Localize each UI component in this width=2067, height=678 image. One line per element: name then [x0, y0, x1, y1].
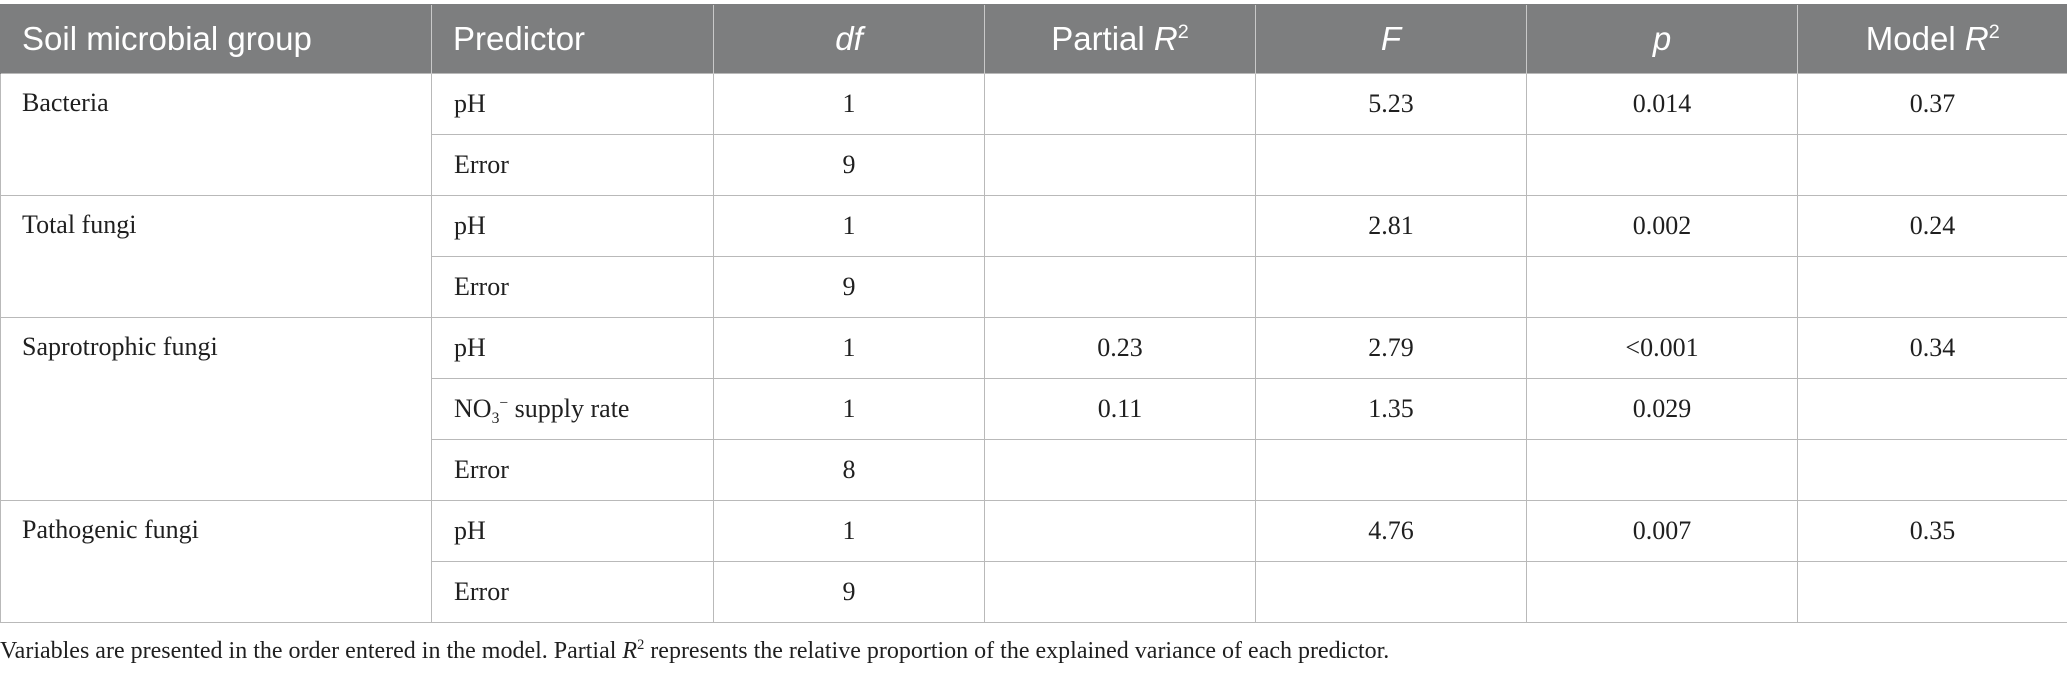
header-partial-r2-var: R	[1153, 20, 1178, 57]
nitrate-base: NO	[454, 394, 492, 423]
model-r2-cell	[1797, 439, 2067, 501]
p-cell: 0.007	[1526, 500, 1798, 562]
table-row: NO3− supply rate 1 0.11 1.35 0.029	[1, 378, 2067, 440]
partial-r2-cell	[984, 195, 1256, 257]
header-model-r2-var: R	[1964, 20, 1989, 57]
footnote-var: R	[622, 638, 638, 664]
group-cell-saprotrophic-fungi: Saprotrophic fungi	[0, 317, 432, 501]
header-df: df	[713, 4, 985, 74]
partial-r2-cell	[984, 256, 1256, 318]
partial-r2-cell	[984, 439, 1256, 501]
table-row: Total fungi pH 1 2.81 0.002 0.24	[0, 195, 2067, 318]
df-cell: 1	[713, 195, 985, 257]
model-r2-cell: 0.35	[1797, 500, 2067, 562]
partial-r2-cell: 0.11	[984, 378, 1256, 440]
p-cell: 0.014	[1526, 73, 1798, 135]
predictor-cell: Error	[431, 561, 714, 623]
predictor-cell-nitrate: NO3− supply rate	[431, 378, 714, 440]
table-footnote: Variables are presented in the order ent…	[0, 638, 1389, 665]
table-row: Bacteria pH 1 5.23 0.014 0.37	[0, 73, 2067, 196]
f-cell	[1255, 439, 1527, 501]
partial-r2-cell	[984, 561, 1256, 623]
group-cell-bacteria: Bacteria	[0, 73, 432, 196]
predictor-cell: pH	[431, 195, 714, 257]
f-cell: 2.79	[1255, 317, 1527, 379]
nitrate-superscript: −	[499, 394, 509, 412]
f-cell: 2.81	[1255, 195, 1527, 257]
header-model-r2: Model R2	[1797, 4, 2067, 74]
partial-r2-cell: 0.23	[984, 317, 1256, 379]
f-cell: 5.23	[1255, 73, 1527, 135]
header-predictor: Predictor	[431, 4, 714, 74]
nitrate-subscript: 3	[491, 410, 500, 428]
model-r2-cell	[1797, 378, 2067, 440]
group-cell-total-fungi: Total fungi	[0, 195, 432, 318]
table-row: Error 9	[1, 561, 2067, 623]
df-cell: 8	[713, 439, 985, 501]
f-cell	[1255, 134, 1527, 196]
header-partial-r2-sup: 2	[1177, 21, 1189, 43]
header-f: F	[1255, 4, 1527, 74]
p-cell	[1526, 561, 1798, 623]
table-header-row: Soil microbial group Predictor df Partia…	[0, 4, 2067, 74]
p-cell: 0.029	[1526, 378, 1798, 440]
df-cell: 1	[713, 500, 985, 562]
df-cell: 1	[713, 317, 985, 379]
model-r2-cell: 0.37	[1797, 73, 2067, 135]
p-cell: 0.002	[1526, 195, 1798, 257]
f-cell: 1.35	[1255, 378, 1527, 440]
f-cell	[1255, 256, 1527, 318]
header-p: p	[1526, 4, 1798, 74]
footnote-sup: 2	[637, 637, 645, 653]
results-table: Soil microbial group Predictor df Partia…	[0, 4, 2067, 623]
model-r2-cell	[1797, 134, 2067, 196]
partial-r2-cell	[984, 134, 1256, 196]
header-partial-r2-label: Partial	[1051, 20, 1154, 57]
df-cell: 9	[713, 561, 985, 623]
p-cell	[1526, 256, 1798, 318]
df-cell: 1	[713, 73, 985, 135]
header-soil-microbial-group: Soil microbial group	[0, 4, 432, 74]
header-model-r2-sup: 2	[1988, 21, 2000, 43]
group-cell-pathogenic-fungi: Pathogenic fungi	[0, 500, 432, 623]
header-model-r2-label: Model	[1865, 20, 1965, 57]
p-cell	[1526, 439, 1798, 501]
partial-r2-cell	[984, 500, 1256, 562]
df-cell: 9	[713, 134, 985, 196]
nitrate-rest: supply rate	[508, 394, 630, 423]
predictor-cell: pH	[431, 500, 714, 562]
header-partial-r2: Partial R2	[984, 4, 1256, 74]
p-cell	[1526, 134, 1798, 196]
table-row: Saprotrophic fungi pH 1 0.23 2.79 <0.001…	[0, 317, 2067, 501]
model-r2-cell	[1797, 561, 2067, 623]
p-cell: <0.001	[1526, 317, 1798, 379]
model-r2-cell: 0.24	[1797, 195, 2067, 257]
footnote-text-2: represents the relative proportion of th…	[644, 638, 1390, 664]
predictor-cell: Error	[431, 439, 714, 501]
model-r2-cell	[1797, 256, 2067, 318]
results-table-container: Soil microbial group Predictor df Partia…	[0, 4, 2067, 623]
predictor-cell: Error	[431, 134, 714, 196]
df-cell: 9	[713, 256, 985, 318]
predictor-cell: Error	[431, 256, 714, 318]
f-cell	[1255, 561, 1527, 623]
predictor-cell: pH	[431, 73, 714, 135]
df-cell: 1	[713, 378, 985, 440]
table-row: Pathogenic fungi pH 1 4.76 0.007 0.35	[0, 500, 2067, 623]
footnote-text-1: Variables are presented in the order ent…	[0, 638, 623, 664]
partial-r2-cell	[984, 73, 1256, 135]
predictor-cell: pH	[431, 317, 714, 379]
f-cell: 4.76	[1255, 500, 1527, 562]
model-r2-cell: 0.34	[1797, 317, 2067, 379]
